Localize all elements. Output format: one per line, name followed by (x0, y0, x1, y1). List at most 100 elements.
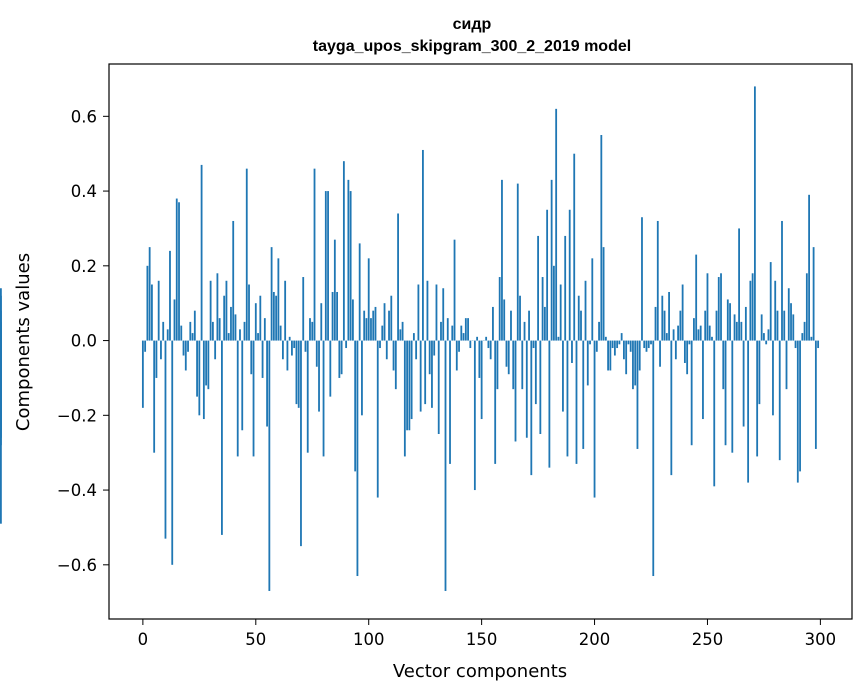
bar (697, 329, 700, 341)
bar (494, 340, 497, 464)
bar (211, 321, 214, 341)
bar (632, 340, 634, 390)
bar (665, 333, 668, 341)
bar (656, 220, 659, 341)
bar (625, 340, 628, 375)
bar (261, 340, 264, 378)
bar (711, 336, 713, 341)
bar (693, 318, 695, 341)
bar (742, 340, 745, 427)
bar (634, 340, 637, 386)
bar (356, 340, 359, 577)
bar (349, 191, 352, 341)
bar (166, 329, 169, 341)
bar (281, 340, 284, 360)
bar (187, 340, 189, 352)
bar (390, 295, 393, 341)
bar (345, 340, 348, 349)
bar (530, 340, 533, 476)
bar (744, 306, 747, 341)
bar (753, 86, 756, 341)
bar (523, 321, 526, 341)
bar (677, 325, 680, 341)
bar (180, 325, 183, 341)
bar (254, 303, 257, 341)
chart-subtitle: tayga_upos_skipgram_300_2_2019 model (313, 38, 631, 55)
bar (661, 295, 664, 341)
bar (618, 340, 621, 345)
bar (543, 306, 546, 341)
bar (297, 340, 300, 408)
bar (433, 340, 436, 356)
bar (799, 340, 801, 472)
bar (146, 265, 149, 341)
bar (0, 340, 2, 438)
plot-frame (108, 63, 853, 620)
bar (528, 310, 530, 341)
bar (609, 340, 612, 371)
bar (681, 284, 684, 341)
bar (148, 247, 151, 341)
bar (720, 273, 722, 341)
bar (467, 318, 469, 341)
bar (593, 340, 596, 498)
x-tick-label: 0 (138, 630, 149, 649)
bar (397, 213, 399, 341)
bar (410, 340, 413, 420)
bar (792, 314, 795, 341)
bar (564, 235, 567, 341)
bar (512, 340, 515, 390)
bar (584, 280, 587, 341)
bar (751, 273, 754, 341)
bar (566, 340, 569, 457)
bar (487, 340, 490, 349)
bar (591, 258, 594, 341)
bar (485, 336, 488, 341)
bar (537, 235, 539, 341)
bar (600, 135, 603, 341)
bar (239, 329, 241, 341)
bar (568, 209, 571, 341)
bar (812, 247, 815, 341)
bar (586, 340, 589, 386)
bar (514, 340, 517, 442)
bar (774, 280, 777, 341)
bar (358, 243, 361, 341)
bar (408, 340, 411, 431)
bar (805, 273, 808, 341)
bar (783, 310, 786, 341)
bar (749, 280, 752, 341)
bar (444, 340, 447, 591)
bar (519, 295, 521, 341)
bar (367, 258, 370, 341)
bar (221, 340, 223, 535)
bar (747, 340, 750, 483)
bar (171, 340, 174, 565)
bar (288, 336, 291, 341)
bar (449, 340, 451, 464)
bar (453, 239, 456, 341)
bar (810, 336, 813, 341)
bar (541, 277, 544, 341)
bar (259, 295, 262, 341)
bar (207, 340, 210, 390)
bar (151, 284, 153, 341)
bar (327, 191, 329, 341)
bar (769, 262, 772, 341)
bar (252, 340, 255, 457)
bar (808, 194, 810, 341)
bar (659, 340, 661, 367)
bar (198, 340, 201, 416)
bar (498, 277, 501, 341)
bar (275, 295, 278, 341)
bar (0, 288, 2, 341)
bar (340, 340, 343, 375)
bar (562, 340, 564, 412)
bar (652, 340, 655, 577)
bar (580, 310, 582, 341)
bar (451, 325, 454, 341)
bar (428, 340, 431, 375)
bar (374, 306, 377, 341)
bar (525, 340, 528, 438)
x-axis-ticks: 0 50 100 150 200 250 300 (138, 619, 836, 649)
